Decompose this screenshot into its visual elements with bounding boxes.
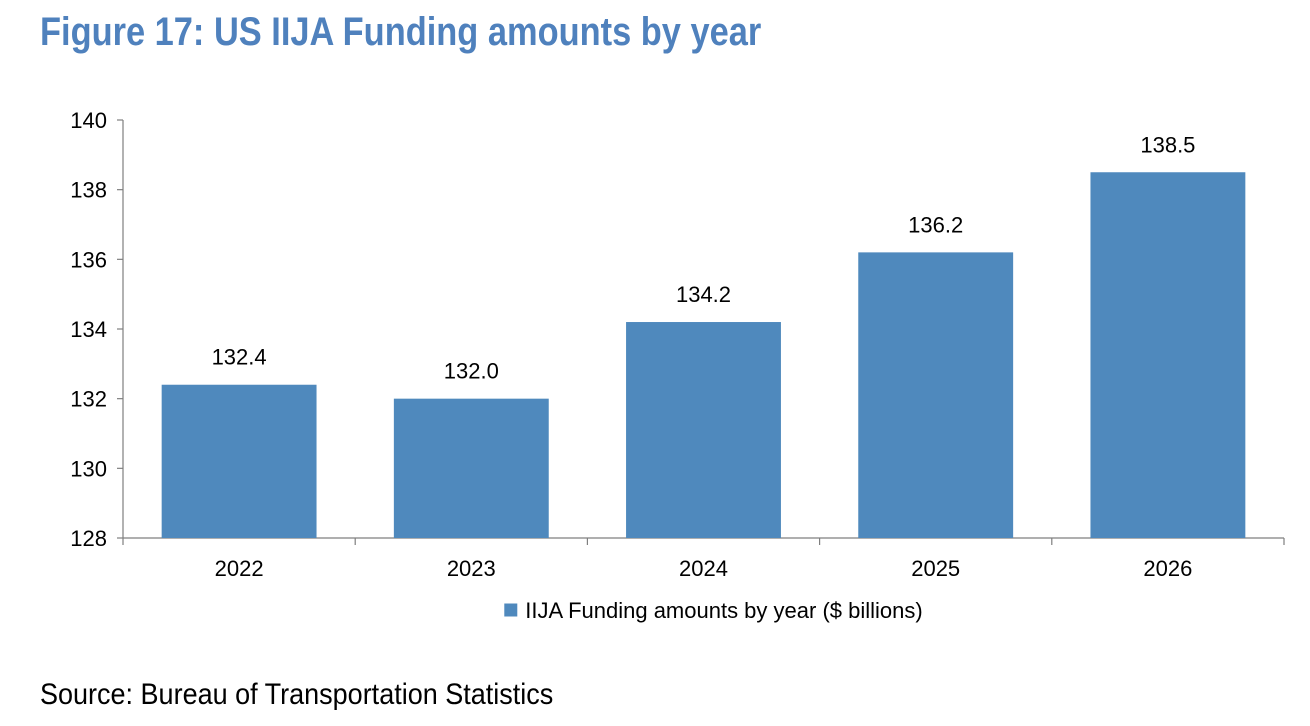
y-tick-label: 130: [70, 456, 107, 481]
y-tick-label: 128: [70, 526, 107, 551]
data-label-2024: 134.2: [676, 282, 731, 307]
bars: [161, 172, 1246, 538]
data-label-2025: 136.2: [908, 212, 963, 237]
y-axis: 128 130 132 134 136 138 140: [70, 108, 124, 551]
data-labels: 132.4 132.0 134.2 136.2 138.5: [212, 132, 1196, 383]
data-label-2023: 132.0: [444, 359, 499, 384]
legend-label: IIJA Funding amounts by year ($ billions…: [525, 598, 922, 623]
bar-2023: [393, 398, 549, 538]
y-tick-label: 136: [70, 247, 107, 272]
x-tick-label: 2023: [447, 556, 496, 581]
bar-2024: [626, 322, 781, 538]
data-label-2022: 132.4: [212, 345, 267, 370]
bar-2025: [858, 252, 1014, 538]
x-tick-label: 2022: [215, 556, 264, 581]
source-note: Source: Bureau of Transportation Statist…: [40, 678, 554, 711]
bar-2022: [161, 384, 317, 538]
y-tick-label: 138: [70, 178, 107, 203]
data-label-2026: 138.5: [1140, 132, 1195, 157]
x-tick-label: 2026: [1143, 556, 1192, 581]
y-tick-label: 134: [70, 317, 107, 342]
bar-2026: [1090, 172, 1246, 538]
y-tick-label: 140: [70, 108, 107, 133]
legend: IIJA Funding amounts by year ($ billions…: [504, 598, 923, 623]
x-axis: 2022 2023 2024 2025 2026: [122, 537, 1285, 581]
legend-swatch: [504, 603, 518, 617]
figure-title: Figure 17: US IIJA Funding amounts by ye…: [40, 10, 762, 54]
x-tick-label: 2025: [911, 556, 960, 581]
x-tick-label: 2024: [679, 556, 728, 581]
y-tick-label: 132: [70, 387, 107, 412]
